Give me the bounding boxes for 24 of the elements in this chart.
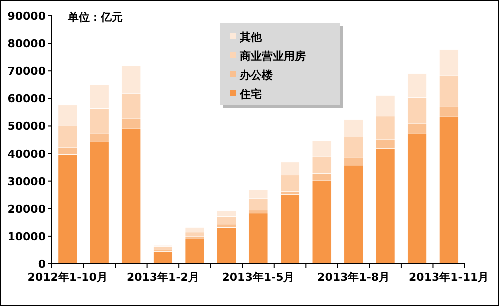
y-tick-label: 90000 [8, 10, 46, 23]
bar [248, 213, 268, 264]
x-tick-label: 2013年1-2月 [126, 271, 200, 284]
bar [216, 227, 237, 264]
y-tick-label: 50000 [8, 120, 46, 134]
legend-label: 住宅 [239, 88, 262, 101]
y-tick-label: 20000 [8, 202, 46, 216]
x-tick-label: 2013年1-11月 [409, 271, 490, 284]
y-tick-label: 10000 [8, 230, 46, 244]
y-tick-label: 60000 [8, 92, 46, 106]
bar [280, 194, 300, 264]
y-tick-label: 0 [38, 258, 46, 271]
annotation: 单位：亿元 [67, 11, 123, 24]
x-tick-label: 2013年1-8月 [318, 271, 390, 284]
y-tick-label: 40000 [8, 148, 46, 161]
x-tick-label: 2012年1-10月 [28, 271, 108, 284]
legend-label: 商业营业用房 [239, 50, 306, 63]
x-tick-label: 2013年1-5月 [222, 271, 295, 284]
legend-label: 办公楼 [239, 69, 274, 82]
y-tick-label: 30000 [8, 175, 46, 188]
y-tick-label: 70000 [8, 65, 46, 78]
bar [185, 238, 205, 264]
legend-label: 其他 [239, 31, 263, 44]
y-tick-label: 80000 [8, 38, 46, 51]
